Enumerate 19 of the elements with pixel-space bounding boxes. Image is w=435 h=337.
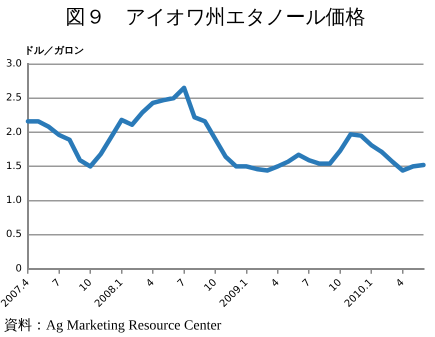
x-tick-label: 4 — [144, 277, 157, 290]
y-tick-label: 3.0 — [6, 58, 22, 70]
x-tick-label: 10 — [327, 277, 344, 294]
x-tick-label: 4 — [394, 277, 407, 290]
text: 資料：Ag Marketing Resource Center — [4, 318, 222, 334]
y-tick-label: 2.5 — [6, 92, 22, 104]
chart-title: 図９ アイオワ州エタノール価格 — [66, 6, 366, 28]
x-tick-label: 7 — [300, 277, 313, 290]
x-tick-label: 4 — [269, 277, 282, 290]
y-tick-label: 1.5 — [6, 160, 22, 172]
y-tick-label: 1.0 — [6, 195, 22, 206]
y-tick-label: 0.5 — [6, 229, 22, 240]
x-tick-label: 10 — [202, 277, 220, 294]
y-tick-label: 0 — [16, 263, 22, 274]
x-tick-label: 10 — [78, 277, 94, 294]
x-tick-label: 7 — [50, 277, 64, 290]
x-tick-label: 7 — [176, 277, 188, 290]
y-tick-label: 2.0 — [6, 126, 22, 138]
y-axis-title: ドル／ガロン — [24, 46, 84, 57]
